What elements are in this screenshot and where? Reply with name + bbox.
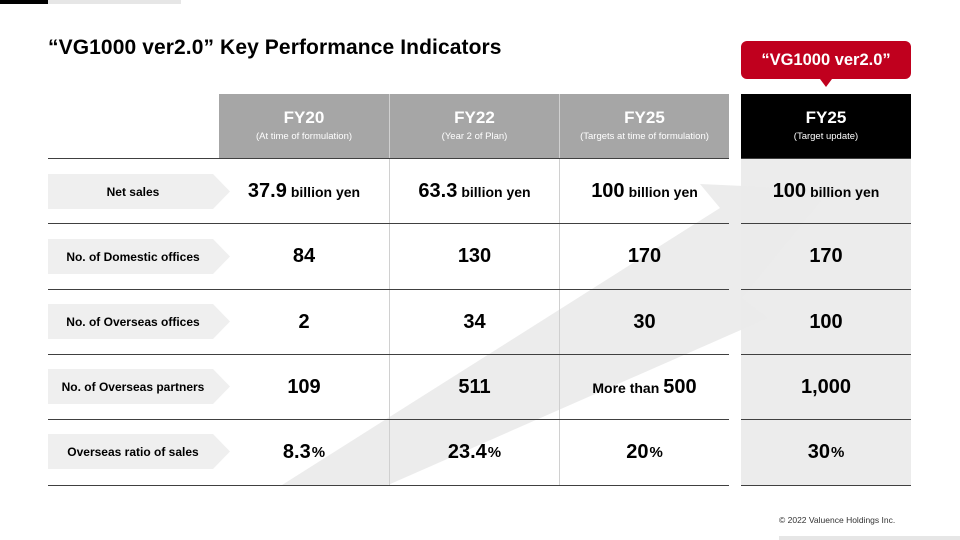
cell-value: 511 bbox=[458, 376, 491, 398]
cell-value: 20 bbox=[626, 441, 649, 463]
table-cell: 100 billion yen bbox=[560, 159, 729, 224]
cell-value: 100 bbox=[772, 180, 807, 202]
cell-value: 37.9 bbox=[247, 180, 287, 202]
table-cell: More than 500 bbox=[560, 355, 729, 420]
row-label-domestic-offices: No. of Domestic offices bbox=[48, 239, 230, 274]
row-label-chevron-icon bbox=[48, 304, 230, 339]
cell-value: 8.3 bbox=[282, 441, 311, 463]
cell-percent: % bbox=[487, 444, 502, 461]
row-label-net-sales: Net sales bbox=[48, 174, 230, 209]
table-cell: 109 bbox=[219, 355, 389, 420]
row-label-overseas-partners: No. of Overseas partners bbox=[48, 369, 230, 404]
table-cell: 2 bbox=[219, 290, 389, 355]
cell-value: 23.4 bbox=[447, 441, 487, 463]
header-fy20-sub: (At time of formulation) bbox=[255, 131, 353, 142]
table-cell: 84 bbox=[219, 224, 389, 289]
row-label-chevron-icon bbox=[48, 174, 230, 209]
cell-value: 109 bbox=[287, 376, 321, 398]
header-fy20-year: FY20 bbox=[283, 108, 325, 127]
table-cell: 100 bbox=[741, 290, 911, 355]
table-cell: 37.9 billion yen bbox=[219, 159, 389, 224]
copyright-notice: © 2022 Valuence Holdings Inc. bbox=[779, 515, 896, 525]
row-divider bbox=[48, 485, 729, 486]
cell-value: 30 bbox=[633, 311, 656, 333]
cell-unit: billion yen bbox=[810, 183, 880, 200]
cell-percent: % bbox=[649, 444, 663, 461]
cell-unit: billion yen bbox=[461, 183, 531, 200]
cell-value: 63.3 bbox=[418, 180, 458, 202]
cell-value: 34 bbox=[463, 311, 486, 333]
table-cell: 170 bbox=[560, 224, 729, 289]
row-label-chevron-icon bbox=[48, 369, 230, 404]
page-title: “VG1000 ver2.0” Key Performance Indicato… bbox=[48, 36, 502, 59]
cell-value: 170 bbox=[627, 245, 662, 267]
row-label-overseas-offices: No. of Overseas offices bbox=[48, 304, 230, 339]
row-divider bbox=[741, 223, 911, 224]
table-cell: 511 bbox=[390, 355, 559, 420]
row-divider bbox=[741, 289, 911, 290]
header-fy22: FY22 (Year 2 of Plan) bbox=[390, 94, 559, 158]
row-label-text: No. of Overseas offices bbox=[66, 314, 200, 329]
cell-value: 84 bbox=[292, 245, 316, 267]
row-divider bbox=[48, 158, 729, 159]
header-fy20: FY20 (At time of formulation) bbox=[219, 94, 389, 158]
row-divider bbox=[48, 289, 729, 290]
row-label-chevron-icon bbox=[48, 239, 230, 274]
table-cell: 1,000 bbox=[741, 355, 911, 420]
row-divider bbox=[741, 419, 911, 420]
cell-value: 100 bbox=[809, 311, 843, 333]
header-fy25-update: FY25 (Target update) bbox=[741, 94, 911, 158]
row-label-chevron-icon bbox=[48, 434, 230, 469]
cell-percent: % bbox=[830, 444, 845, 461]
cell-percent: % bbox=[311, 444, 326, 461]
header-fy22-year: FY22 bbox=[454, 108, 495, 127]
cell-unit: billion yen bbox=[628, 183, 698, 200]
row-divider bbox=[48, 354, 729, 355]
table-cell: 30% bbox=[741, 420, 911, 485]
row-label-text: No. of Overseas partners bbox=[61, 379, 205, 394]
table-cell: 130 bbox=[390, 224, 559, 289]
cell-value: 1,000 bbox=[800, 376, 852, 398]
cell-value: 500 bbox=[663, 376, 697, 398]
bottom-gray-bar bbox=[779, 536, 960, 540]
row-label-text: No. of Domestic offices bbox=[66, 249, 200, 264]
table-cell: 170 bbox=[741, 224, 911, 289]
row-divider bbox=[48, 223, 729, 224]
version-callout: “VG1000 ver2.0” bbox=[741, 41, 911, 87]
table-cell: 30 bbox=[560, 290, 729, 355]
cell-value: 130 bbox=[457, 245, 492, 267]
row-label-text: Overseas ratio of sales bbox=[67, 444, 199, 459]
row-label-text: Net sales bbox=[106, 184, 160, 199]
row-divider bbox=[741, 354, 911, 355]
table-cell: 34 bbox=[390, 290, 559, 355]
table-cell: 63.3 billion yen bbox=[390, 159, 559, 224]
table-cell: 100 billion yen bbox=[741, 159, 911, 224]
cell-value: 2 bbox=[298, 311, 310, 333]
cell-value: 100 bbox=[591, 180, 625, 202]
header-fy25-original-year: FY25 bbox=[624, 108, 665, 127]
header-fy25-update-sub: (Target update) bbox=[793, 131, 859, 142]
cell-unit: billion yen bbox=[290, 183, 361, 200]
row-label-overseas-ratio: Overseas ratio of sales bbox=[48, 434, 230, 469]
top-gray-bar bbox=[48, 0, 181, 4]
table-cell: 23.4% bbox=[390, 420, 559, 485]
row-divider bbox=[48, 419, 729, 420]
cell-value: 170 bbox=[809, 245, 843, 267]
header-fy22-sub: (Year 2 of Plan) bbox=[441, 131, 508, 142]
table-cell: 8.3% bbox=[219, 420, 389, 485]
table-cell: 20% bbox=[560, 420, 729, 485]
row-divider bbox=[741, 158, 911, 159]
cell-prefix: More than bbox=[592, 379, 660, 396]
header-fy25-original: FY25 (Targets at time of formulation) bbox=[560, 94, 729, 158]
top-accent-bar bbox=[0, 0, 48, 4]
cell-value: 30 bbox=[807, 441, 830, 463]
header-fy25-update-year: FY25 bbox=[805, 108, 847, 127]
header-fy25-original-sub: (Targets at time of formulation) bbox=[580, 131, 709, 142]
row-divider bbox=[741, 485, 911, 486]
